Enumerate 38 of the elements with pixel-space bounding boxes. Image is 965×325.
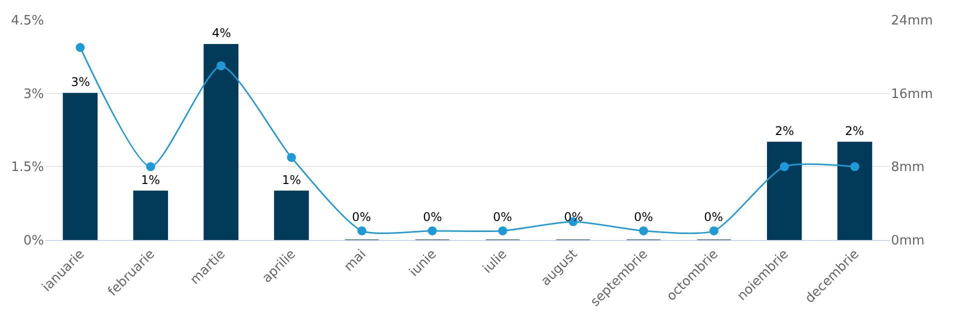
- data-label: 0%: [493, 210, 512, 224]
- y-tick-label: 1.5%: [10, 160, 44, 176]
- point: [850, 162, 860, 172]
- bar: [204, 44, 238, 240]
- x-tick-label: iulie: [480, 246, 510, 277]
- point: [357, 226, 366, 236]
- bar: [837, 142, 872, 240]
- y-tick-label: 4.5%: [10, 14, 44, 29]
- point: [498, 226, 508, 236]
- point: [146, 162, 156, 172]
- data-label: 2%: [845, 124, 864, 138]
- bar: [766, 142, 802, 240]
- point: [780, 162, 789, 172]
- point: [428, 226, 437, 236]
- point: [639, 226, 648, 236]
- bar: [133, 190, 168, 240]
- y2-tick-label: 8mm: [891, 160, 925, 176]
- data-label: 0%: [634, 210, 654, 224]
- point: [76, 43, 85, 52]
- y2-tick-label: 16mm: [891, 86, 933, 102]
- bar: [62, 92, 98, 240]
- data-label: 1%: [141, 173, 160, 187]
- data-label: 0%: [564, 210, 584, 224]
- y-tick-label: 3%: [23, 86, 44, 102]
- y2-tick-label: 24mm: [891, 14, 933, 29]
- y-tick-label: 0%: [23, 234, 44, 249]
- point: [286, 153, 296, 162]
- bar: [274, 190, 309, 240]
- point: [216, 61, 226, 70]
- point: [709, 226, 718, 236]
- data-label: 2%: [775, 124, 794, 138]
- data-label: 0%: [704, 210, 724, 224]
- data-label: 3%: [71, 75, 90, 89]
- data-label: 1%: [282, 173, 302, 187]
- data-label: 0%: [423, 210, 442, 224]
- y2-tick-label: 0mm: [891, 234, 925, 249]
- data-label: 0%: [352, 210, 372, 224]
- data-label: 4%: [212, 26, 232, 40]
